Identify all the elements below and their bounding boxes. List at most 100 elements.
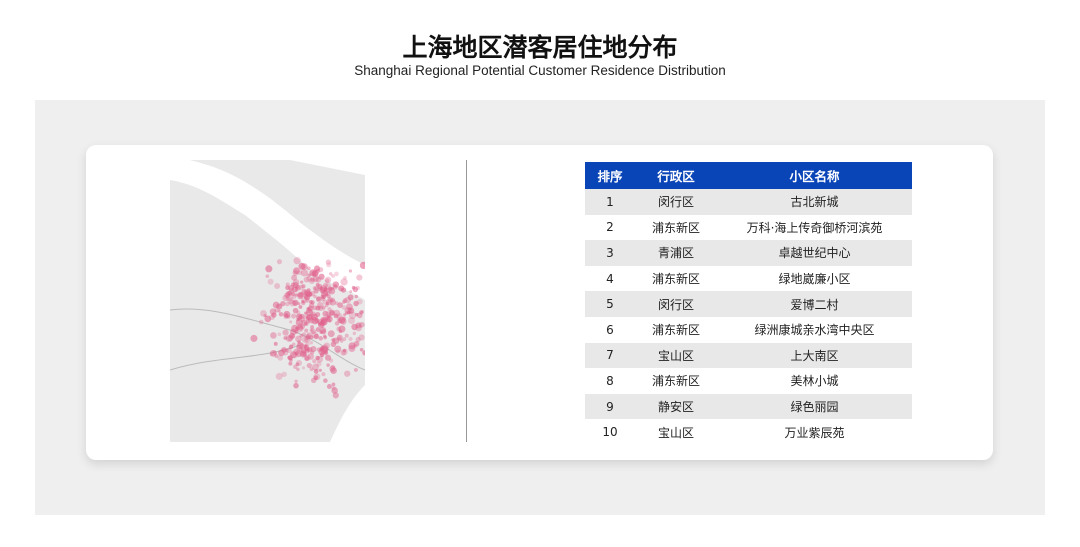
customer-dot bbox=[314, 265, 320, 272]
customer-dot bbox=[306, 346, 313, 353]
cell-district: 静安区 bbox=[635, 393, 717, 420]
customer-dot bbox=[335, 349, 340, 354]
customer-dot bbox=[307, 305, 314, 312]
customer-dot bbox=[301, 366, 306, 370]
customer-dot bbox=[343, 313, 347, 317]
customer-dot bbox=[304, 298, 310, 303]
customer-dot bbox=[316, 302, 324, 309]
customer-dot bbox=[269, 350, 277, 357]
cell-community: 古北新城 bbox=[717, 189, 912, 215]
cell-community: 绿洲康城亲水湾中央区 bbox=[754, 323, 875, 338]
shanghai-heat-map bbox=[170, 160, 365, 442]
customer-dot bbox=[297, 340, 301, 344]
customer-dot bbox=[348, 342, 356, 350]
customer-dot bbox=[292, 300, 298, 307]
customer-dot bbox=[331, 387, 338, 394]
customer-dot bbox=[269, 308, 277, 316]
customer-dot bbox=[296, 342, 304, 350]
customer-dot bbox=[306, 313, 313, 321]
customer-dot bbox=[310, 311, 316, 317]
customer-dot bbox=[339, 339, 344, 343]
customer-dot bbox=[344, 296, 352, 304]
customer-dot bbox=[281, 371, 287, 378]
customer-dot bbox=[312, 305, 318, 311]
customer-dot bbox=[304, 290, 309, 295]
customer-dot bbox=[276, 259, 283, 265]
customer-dot bbox=[316, 361, 322, 367]
customer-dot bbox=[325, 347, 329, 351]
customer-dot bbox=[317, 319, 324, 326]
customer-dot bbox=[277, 355, 284, 361]
customer-dot bbox=[289, 287, 295, 293]
yangtze-river bbox=[170, 160, 365, 300]
customer-dot bbox=[292, 294, 297, 299]
customer-dot bbox=[289, 299, 296, 307]
divider bbox=[466, 160, 467, 442]
customer-dot bbox=[321, 295, 326, 300]
customer-dot bbox=[352, 286, 359, 293]
customer-dot bbox=[332, 281, 340, 288]
customer-dot bbox=[354, 294, 358, 299]
customer-dot bbox=[340, 278, 348, 286]
cell-community: 上大南区 bbox=[717, 342, 912, 369]
cell-community: 卓越世纪中心 bbox=[717, 240, 912, 266]
customer-dot bbox=[295, 335, 302, 343]
customer-dot bbox=[308, 277, 315, 284]
customer-dot bbox=[301, 336, 309, 343]
customer-dot bbox=[307, 291, 313, 297]
customer-dot bbox=[280, 300, 286, 307]
customer-dot bbox=[273, 341, 278, 346]
customer-dot bbox=[323, 335, 328, 340]
customer-dot bbox=[300, 269, 308, 277]
customer-dot bbox=[299, 334, 303, 338]
customer-dot bbox=[312, 358, 317, 364]
customer-dot bbox=[277, 309, 281, 313]
customer-dot bbox=[304, 294, 311, 301]
customer-dot bbox=[299, 343, 305, 349]
customer-dot bbox=[306, 362, 312, 369]
customer-dot bbox=[311, 363, 320, 371]
table-row: 10 宝山区 万业紫辰苑 bbox=[585, 419, 912, 445]
customer-dot bbox=[327, 307, 332, 312]
customer-dot bbox=[318, 368, 322, 372]
customer-dot bbox=[292, 307, 299, 314]
customer-dot bbox=[355, 324, 362, 332]
customer-dot bbox=[277, 332, 282, 337]
customer-dot bbox=[287, 297, 294, 305]
customer-dot bbox=[347, 316, 356, 325]
customer-dot bbox=[306, 307, 312, 314]
customer-dot bbox=[324, 293, 329, 297]
customer-dot bbox=[288, 284, 295, 291]
customer-dot bbox=[293, 382, 299, 389]
cell-district: 浦东新区 bbox=[651, 220, 700, 235]
customer-dot bbox=[274, 353, 279, 359]
customer-dot bbox=[297, 302, 301, 306]
customer-dot bbox=[306, 288, 311, 293]
header-district: 行政区 bbox=[635, 162, 717, 189]
customer-dot bbox=[289, 344, 294, 349]
customer-dot bbox=[336, 313, 343, 319]
customer-dot bbox=[341, 305, 347, 310]
table-row: 9 静安区 绿色丽园 bbox=[585, 393, 912, 420]
table-row: 6 浦东新区 绿洲康城亲水湾中央区 bbox=[585, 317, 912, 343]
customer-dot bbox=[293, 257, 301, 265]
cell-rank: 2 bbox=[606, 220, 614, 235]
customer-dot bbox=[343, 275, 347, 280]
customer-dot bbox=[310, 300, 315, 305]
customer-dot bbox=[316, 355, 324, 363]
customer-dot bbox=[312, 286, 317, 290]
header-community: 小区名称 bbox=[717, 162, 912, 189]
customer-dot bbox=[313, 373, 321, 381]
customer-dot bbox=[296, 310, 301, 315]
cell-community: 万科·海上传奇御桥河滨苑 bbox=[746, 220, 883, 235]
customer-dot bbox=[311, 270, 319, 278]
table-row: 2 浦东新区 万科·海上传奇御桥河滨苑 bbox=[585, 215, 912, 241]
customer-dot bbox=[340, 287, 347, 293]
customer-dot bbox=[298, 325, 304, 331]
customer-dot bbox=[337, 302, 343, 309]
customer-dot bbox=[313, 294, 317, 299]
customer-dot bbox=[260, 309, 267, 317]
table-row: 3 青浦区 卓越世纪中心 bbox=[585, 240, 912, 266]
cell-community: 美林小城 bbox=[790, 374, 839, 389]
customer-dot bbox=[270, 332, 277, 339]
